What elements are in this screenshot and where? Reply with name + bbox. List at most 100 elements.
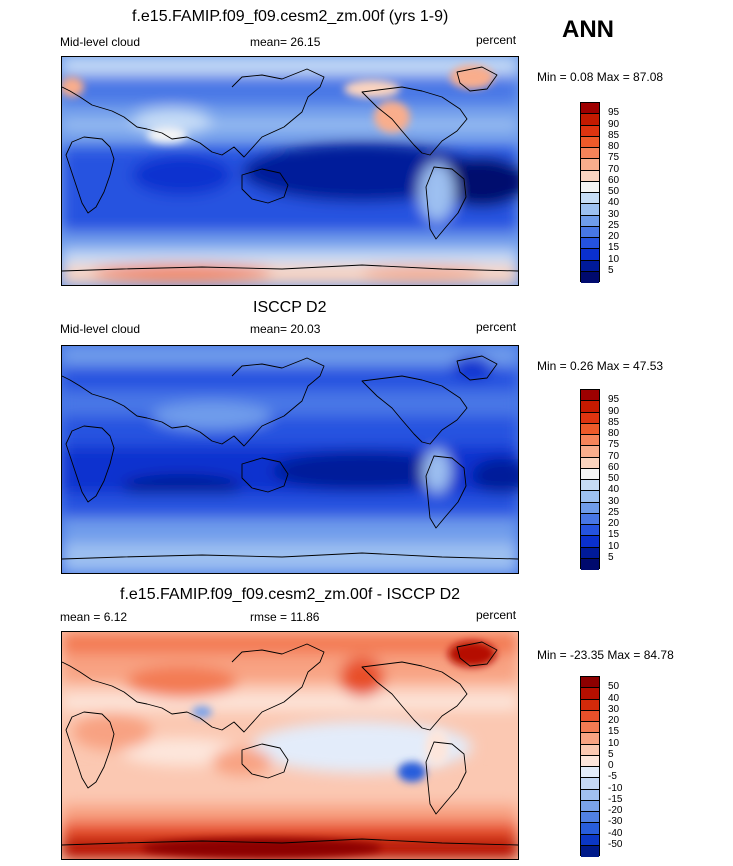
colorbar-swatch [581, 525, 599, 537]
colorbar-label: 20 [608, 518, 620, 529]
colorbar-label: 5 [608, 264, 614, 276]
colorbar-diff [580, 676, 600, 857]
colorbar-swatch [581, 103, 599, 115]
colorbar-label: 80 [608, 428, 620, 439]
colorbar-label: 15 [608, 726, 620, 738]
colorbar-swatch [581, 193, 599, 205]
colorbar-swatch [581, 170, 599, 182]
colorbar-label: 60 [608, 174, 620, 186]
colorbar-swatch [581, 547, 599, 559]
season-label: ANN [562, 16, 614, 43]
colorbar-label: 80 [608, 141, 620, 152]
colorbar-swatch [581, 114, 599, 126]
colorbar-label: 40 [608, 197, 620, 209]
colorbar-swatch [581, 412, 599, 424]
rmse-label-diff: rmse = 11.86 [250, 610, 320, 624]
map-model [61, 56, 519, 286]
colorbar-label: 0 [608, 760, 614, 771]
panel-title-model: f.e15.FAMIP.f09_f09.cesm2_zm.00f (yrs 1-… [132, 8, 449, 25]
map-diff [61, 631, 519, 860]
colorbar-label: -5 [608, 771, 617, 783]
colorbar-swatch [581, 480, 599, 492]
colorbar-label: 90 [608, 118, 620, 130]
minmax-label-model: Min = 0.08 Max = 87.08 [537, 70, 664, 84]
colorbar-label: 95 [608, 107, 620, 119]
colorbar-label: -10 [608, 782, 623, 794]
panel-title-diff: f.e15.FAMIP.f09_f09.cesm2_zm.00f - ISCCP… [120, 586, 461, 603]
colorbar-label: 50 [608, 681, 620, 693]
colorbar-swatch [581, 513, 599, 525]
colorbar-swatch [581, 812, 599, 824]
colorbar-label: 20 [608, 715, 620, 726]
colorbar-swatch [581, 699, 599, 711]
colorbar-label: 30 [608, 703, 620, 715]
colorbar-label: -20 [608, 805, 623, 816]
map-diff-field [62, 632, 518, 859]
colorbar-swatch [581, 136, 599, 148]
colorbar-swatch [581, 778, 599, 790]
colorbar-swatch [581, 260, 599, 272]
colorbar-label: 10 [608, 540, 620, 552]
colorbar-swatch [581, 423, 599, 435]
colorbar-label: 5 [608, 551, 614, 563]
colorbar-label: -40 [608, 827, 623, 839]
map-model-field [62, 57, 518, 285]
colorbar-swatch [581, 249, 599, 261]
colorbar-swatch [581, 789, 599, 801]
colorbar-label: 40 [608, 692, 620, 704]
colorbar-swatch [581, 800, 599, 812]
colorbar-swatch [581, 688, 599, 700]
mean-label-diff: mean = 6.12 [60, 610, 128, 624]
colorbar-swatch [581, 435, 599, 447]
colorbar-label: 70 [608, 450, 620, 462]
colorbar-label: 75 [608, 439, 620, 451]
colorbar-label: 70 [608, 163, 620, 175]
colorbar-swatch [581, 491, 599, 503]
colorbar-swatch [581, 181, 599, 193]
minmax-label-obs: Min = 0.26 Max = 47.53 [537, 359, 664, 373]
colorbar-swatch [581, 468, 599, 480]
colorbar-swatch [581, 677, 599, 689]
colorbar-label: 15 [608, 529, 620, 541]
colorbar-label: 50 [608, 473, 620, 484]
colorbar-label: 30 [608, 208, 620, 220]
colorbar-swatch [581, 845, 599, 857]
colorbar-swatch [581, 823, 599, 835]
colorbar-swatch [581, 733, 599, 745]
colorbar-label: 50 [608, 186, 620, 197]
colorbar-label: 25 [608, 219, 620, 231]
colorbar-swatch [581, 238, 599, 250]
colorbar-swatch [581, 446, 599, 458]
variable-label-model: Mid-level cloud [60, 35, 141, 49]
colorbar-label: 25 [608, 506, 620, 518]
colorbar-swatch [581, 558, 599, 570]
colorbar-label: -50 [608, 838, 623, 850]
colorbar-label: 60 [608, 461, 620, 473]
colorbar-swatch [581, 148, 599, 160]
units-label-model: percent [476, 33, 517, 47]
colorbar-swatch [581, 226, 599, 238]
units-label-obs: percent [476, 320, 517, 334]
colorbar-swatch [581, 710, 599, 722]
colorbar-label: -15 [608, 793, 623, 805]
colorbar-swatch [581, 204, 599, 216]
colorbar-swatch [581, 215, 599, 227]
colorbar-label: 85 [608, 129, 620, 141]
colorbar-label: 15 [608, 242, 620, 254]
colorbar-label: 75 [608, 152, 620, 164]
variable-label-obs: Mid-level cloud [60, 322, 141, 336]
colorbar-swatch [581, 401, 599, 413]
colorbar-label: 10 [608, 737, 620, 749]
colorbar-swatch [581, 502, 599, 514]
colorbar-label: -30 [608, 816, 623, 828]
colorbar-label: 10 [608, 253, 620, 265]
colorbar-swatch [581, 722, 599, 734]
mean-label-model: mean= 26.15 [250, 35, 321, 49]
colorbar-label: 30 [608, 495, 620, 507]
mean-label-obs: mean= 20.03 [250, 322, 321, 336]
colorbar-label: 95 [608, 394, 620, 406]
colorbar-swatch [581, 271, 599, 283]
colorbar-swatch [581, 767, 599, 779]
colorbar-swatch [581, 159, 599, 171]
colorbar-label: 5 [608, 748, 614, 760]
